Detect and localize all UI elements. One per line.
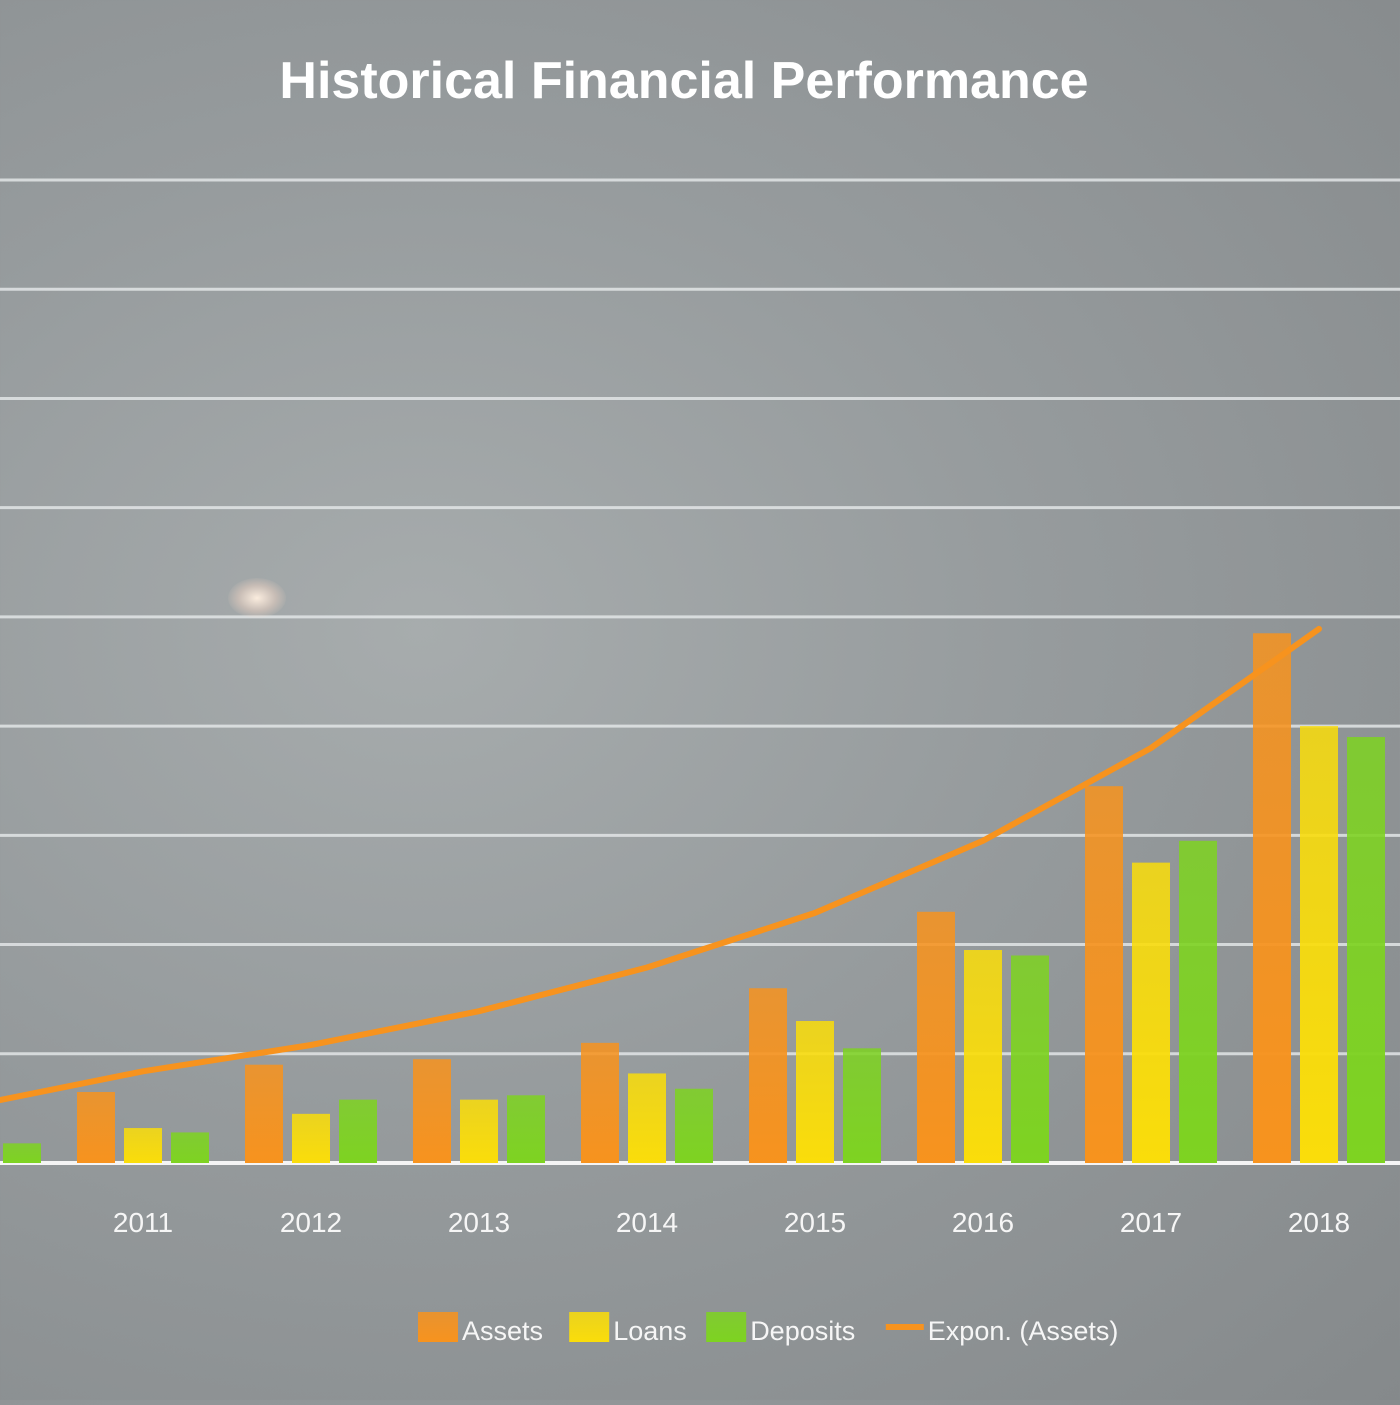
bar-assets-2014	[581, 1042, 619, 1163]
bar-assets-2018	[1253, 633, 1291, 1163]
x-tick-label: 2013	[448, 1207, 510, 1238]
bar-deposits-2016	[1011, 955, 1049, 1163]
bar-loans-2011	[124, 1128, 162, 1163]
legend-label: Deposits	[750, 1316, 855, 1346]
bar-deposits-2017	[1179, 840, 1217, 1163]
bar-assets-2013	[413, 1059, 451, 1163]
legend-label: Assets	[462, 1316, 543, 1346]
bar-assets-2012	[245, 1064, 283, 1163]
x-tick-label: 2018	[1288, 1207, 1350, 1238]
screen-glare	[228, 578, 286, 618]
legend-swatch-assets	[418, 1312, 458, 1342]
x-tick-label: 2015	[784, 1207, 846, 1238]
bar-loans-2013	[460, 1099, 498, 1163]
bar-loans-2012	[292, 1113, 330, 1163]
bar-loans-2014	[628, 1073, 666, 1163]
bar-deposits-2011	[171, 1132, 209, 1163]
trendline-expon-assets	[0, 625, 1322, 1104]
x-tick-label: 2016	[952, 1207, 1014, 1238]
legend-label: Loans	[613, 1316, 687, 1346]
bar-deposits-2015	[843, 1048, 881, 1163]
x-tick-label: 2014	[616, 1207, 678, 1238]
bar-loans-2017	[1132, 862, 1170, 1163]
bar-deposits-2013	[507, 1095, 545, 1163]
bar-assets-2017	[1085, 786, 1123, 1163]
bar-loans-2016	[964, 950, 1002, 1163]
bar-loans-2015	[796, 1021, 834, 1163]
x-tick-label: 2012	[280, 1207, 342, 1238]
legend-swatch-deposits	[706, 1312, 747, 1342]
bar-loans-2018	[1300, 726, 1338, 1163]
bar-assets-2015	[749, 988, 787, 1163]
chart-title: Historical Financial Performance	[279, 52, 1088, 110]
bar-deposits-2018	[1347, 737, 1385, 1163]
x-tick-label: 2011	[113, 1207, 173, 1238]
bar-assets-2011	[77, 1092, 115, 1163]
bar-deposits-2012	[339, 1099, 377, 1163]
x-tick-label: 2017	[1120, 1207, 1182, 1238]
bar-assets-2016	[917, 911, 955, 1163]
bar-partial	[3, 1143, 41, 1163]
legend-label: Expon. (Assets)	[928, 1316, 1119, 1346]
bar-deposits-2014	[675, 1088, 713, 1163]
legend-swatch-loans	[569, 1312, 610, 1342]
